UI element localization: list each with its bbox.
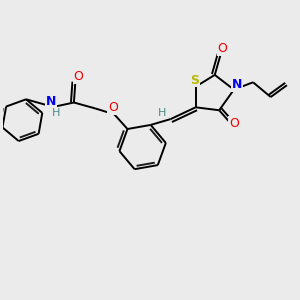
Text: O: O — [108, 101, 118, 114]
Text: H: H — [158, 108, 166, 118]
Text: O: O — [217, 42, 227, 55]
Text: N: N — [232, 78, 242, 91]
Text: H: H — [52, 108, 60, 118]
Text: O: O — [229, 117, 239, 130]
Text: O: O — [74, 70, 83, 83]
Text: S: S — [190, 74, 200, 87]
Text: N: N — [46, 95, 56, 108]
